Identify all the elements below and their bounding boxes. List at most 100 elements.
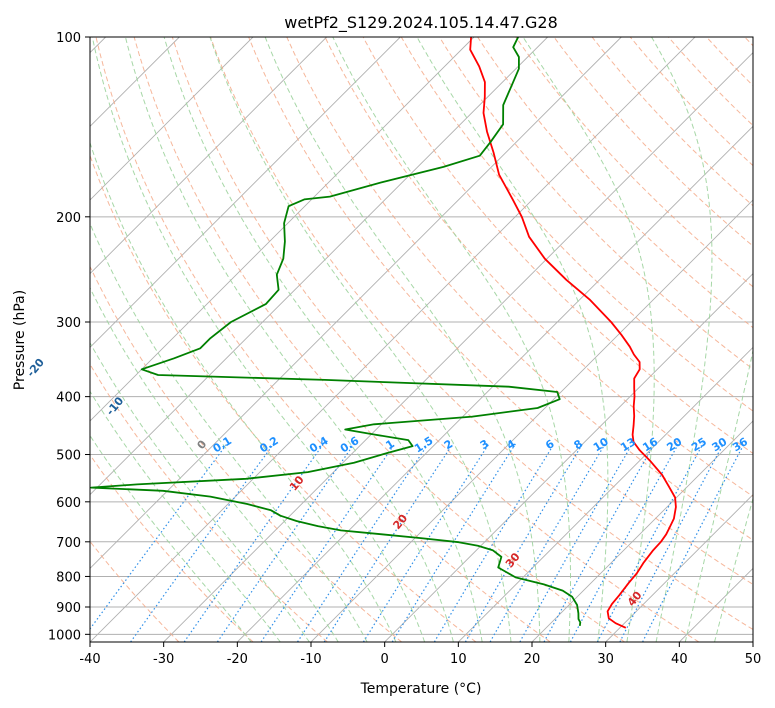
- mixing-ratio-line: [596, 443, 704, 642]
- moist-adiabat: [90, 341, 310, 642]
- y-tick-label: 100: [56, 31, 81, 46]
- mixing-ratio-line: [519, 443, 633, 642]
- dry-adiabat-label: 30: [503, 550, 523, 570]
- dry-adiabat: [90, 363, 328, 642]
- mixing-ratio-label: 4: [504, 437, 518, 452]
- moist-adiabat: [124, 37, 454, 642]
- moist-adiabat: [163, 37, 483, 642]
- y-tick-label: 500: [56, 449, 81, 464]
- x-tick-label: 0: [381, 652, 389, 667]
- isotherm-line: [90, 37, 401, 348]
- sounding-profiles: [90, 37, 677, 629]
- y-tick-label: 300: [56, 316, 81, 331]
- mixing-ratio-label: 0.4: [307, 434, 331, 456]
- x-axis-label: Temperature (°C): [360, 681, 482, 697]
- mixing-ratio-line: [433, 443, 555, 642]
- x-tick-label: 20: [524, 652, 541, 667]
- y-tick-label: 600: [56, 496, 81, 511]
- isotherm-line: [605, 494, 753, 642]
- mixing-ratio-line: [543, 443, 655, 642]
- moist-adiabat: [714, 496, 753, 642]
- dry-adiabat: [362, 37, 753, 455]
- isotherm-line: [90, 37, 696, 642]
- temperature-profile: [469, 37, 677, 629]
- isotherm-line: [752, 641, 753, 642]
- moist-adiabat: [650, 37, 713, 642]
- x-tick-label: -40: [79, 652, 100, 667]
- mixing-ratio-label: 1.5: [412, 434, 435, 455]
- moist-adiabat: [91, 37, 426, 642]
- mixing-ratio-label: 0.1: [211, 434, 234, 455]
- mixing-ratio-line: [362, 443, 490, 642]
- isotherm-line: [90, 37, 254, 201]
- mixing-ratio-line: [260, 443, 396, 642]
- moist-adiabat: [90, 141, 397, 642]
- moist-adiabat: [416, 37, 609, 642]
- background-lines: [90, 37, 753, 642]
- y-axis-label: Pressure (hPa): [12, 290, 28, 390]
- dry-adiabat: [90, 154, 477, 642]
- dry-adiabat: [90, 265, 403, 642]
- dry-adiabat: [744, 37, 753, 47]
- isotherm-line: [90, 37, 475, 422]
- mixing-ratio-label: 10: [591, 435, 611, 454]
- dry-adiabat: [210, 37, 753, 631]
- plot-frame: [89, 36, 754, 643]
- dry-adiabat: [553, 37, 753, 247]
- x-tick-label: 50: [745, 652, 762, 667]
- dry-adiabat: [90, 453, 254, 642]
- chart-title: wetPf2_S129.2024.105.14.47.G28: [284, 13, 558, 33]
- dewpoint-profile: [90, 37, 582, 627]
- isotherm-line: [90, 37, 622, 569]
- mixing-ratio-line: [464, 443, 584, 642]
- moist-adiabat: [522, 37, 655, 642]
- dry-adiabat: [438, 37, 753, 370]
- dry-adiabat: [171, 37, 700, 642]
- dry-adiabat: [95, 37, 551, 642]
- dry-adiabat: [515, 37, 753, 288]
- isotherm-line: [163, 52, 753, 642]
- dry-adiabat: [286, 37, 753, 541]
- isotherm-line: [237, 125, 753, 642]
- mixing-ratio-label: 0.2: [257, 434, 280, 455]
- isotherm-line: [531, 420, 753, 642]
- x-tick-label: 40: [671, 652, 688, 667]
- y-tick-label: 200: [56, 211, 81, 226]
- mixing-ratio-line: [130, 443, 275, 642]
- mixing-ratio-label: 30: [710, 435, 730, 454]
- dry-adiabat: [477, 37, 753, 329]
- mixing-ratio-line: [642, 443, 745, 642]
- isotherm-line: [90, 37, 327, 275]
- mixing-ratio-line: [323, 443, 454, 642]
- x-tick-label: -10: [300, 652, 321, 667]
- moist-adiabat: [90, 222, 368, 642]
- y-tick-label: 800: [56, 570, 81, 585]
- mixing-ratio-label: 13: [618, 435, 638, 454]
- y-tick-label: 900: [56, 601, 81, 616]
- isotherm-line: [90, 37, 548, 496]
- dry-adiabat: [324, 37, 753, 498]
- isotherm-line: [384, 273, 753, 642]
- moist-adiabat: [332, 37, 571, 642]
- moist-adiabat: [684, 348, 753, 642]
- mixing-ratio-label: 20: [664, 435, 684, 454]
- mixing-ratio-label: 8: [572, 437, 585, 452]
- dry-adiabat: [591, 37, 753, 207]
- dry-adiabat: [706, 37, 753, 87]
- y-tick-label: 700: [56, 536, 81, 551]
- mixing-ratio-label: 2: [442, 437, 455, 452]
- x-tick-label: -30: [153, 652, 174, 667]
- dry-adiabat: [629, 37, 753, 167]
- x-tick-label: -20: [227, 652, 248, 667]
- axes: -40 -30 -20 -10 0 10 20 30 40 50 1000 900 800 700 600 5…: [48, 31, 761, 667]
- mixing-ratio-line: [296, 443, 429, 642]
- moist-adiabat: [90, 390, 281, 642]
- isotherm-line: [458, 346, 753, 642]
- dry-adiabat: [248, 37, 753, 586]
- y-tick-label: 400: [56, 391, 81, 406]
- dry-adiabat: [133, 37, 625, 642]
- mixing-ratio-label: 0.6: [338, 434, 362, 456]
- mixing-ratio-label: 1: [383, 437, 396, 452]
- moist-adiabat: [264, 37, 541, 642]
